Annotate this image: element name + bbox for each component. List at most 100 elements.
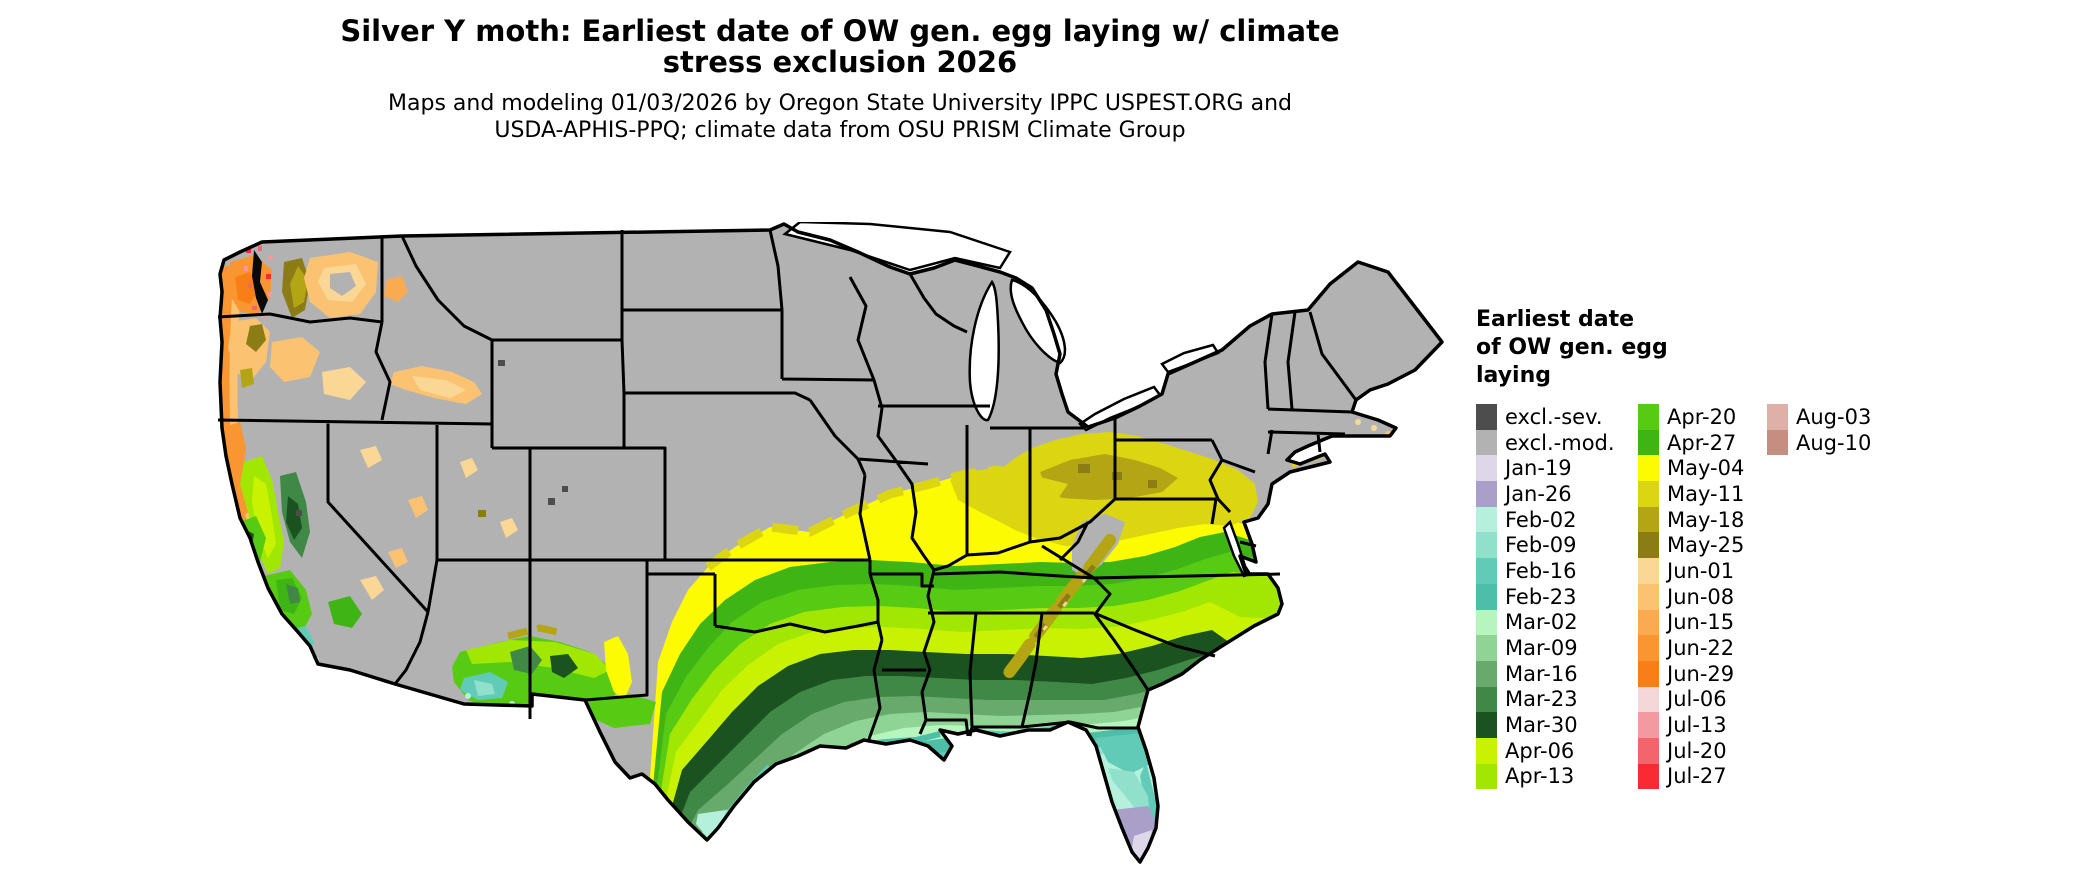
map-great-lakes	[782, 220, 1252, 578]
legend-label: May-11	[1667, 481, 1745, 506]
legend-title-line1: Earliest date	[1476, 307, 1635, 332]
legend-row: Feb-16	[1476, 558, 1615, 584]
legend-label: Mar-02	[1505, 610, 1578, 635]
map-fill-layers	[220, 224, 1442, 875]
map-region-May-18-cascades	[290, 266, 308, 308]
map-strip-exclmod-superior	[857, 277, 911, 289]
legend-label: Jul-13	[1667, 713, 1727, 738]
map-region-Apr-06-central-valley	[252, 476, 276, 558]
map-speck-Jun-01-ut2	[500, 518, 518, 538]
map-region-excluded-basin-core	[330, 272, 356, 296]
legend-swatch	[1476, 481, 1497, 507]
us-outline	[218, 222, 1444, 864]
map-region-May-18-appalachia-north	[1040, 454, 1178, 500]
legend-swatch	[1476, 558, 1497, 584]
legend-label: Jul-06	[1667, 687, 1727, 712]
legend-swatch	[1638, 583, 1659, 610]
legend-label: Apr-20	[1667, 404, 1737, 429]
legend-label: Jun-15	[1667, 610, 1735, 635]
legend-row: Jul-06	[1638, 686, 1744, 713]
legend-label: Mar-09	[1505, 636, 1578, 661]
map-region-Jan-19-sfl-tip	[1132, 830, 1152, 862]
legend-swatch	[1638, 763, 1659, 790]
map-region-Jun-08-central-or	[270, 337, 320, 382]
legend-row: Apr-20	[1638, 404, 1744, 430]
map-speck-May-25	[1078, 464, 1090, 473]
legend-swatch	[1638, 532, 1659, 559]
legend-swatch	[1638, 609, 1659, 636]
map-region-Jun-01-mojave	[360, 576, 384, 600]
legend-label: Feb-23	[1505, 584, 1577, 609]
legend-swatch	[1476, 455, 1497, 482]
legend-label: Jun-01	[1667, 558, 1735, 583]
legend-row: Mar-02	[1476, 609, 1615, 636]
map-speck-Jun-08-nv3	[388, 548, 408, 568]
legend-label: Jun-08	[1667, 584, 1735, 609]
legend-column-3: Aug-03 Aug-10	[1767, 404, 1871, 456]
legend-swatch	[1476, 506, 1497, 533]
legend-label: Feb-16	[1505, 558, 1577, 583]
legend-row: May-18	[1638, 506, 1745, 533]
legend-label: Feb-02	[1505, 507, 1577, 532]
lake-michigan	[968, 279, 1000, 422]
map-region-Mar-23-az-mtn	[510, 646, 542, 674]
legend-row: Jun-15	[1638, 609, 1744, 636]
legend-row: Feb-09	[1476, 532, 1615, 559]
legend-row: Aug-10	[1767, 429, 1871, 456]
legend-swatch	[1638, 686, 1659, 713]
legend-row: Jun-01	[1638, 558, 1744, 584]
legend-row: Apr-06	[1476, 737, 1615, 764]
lake-superior	[782, 220, 1012, 272]
map-dot-Jun-01-ne1	[1355, 419, 1361, 425]
legend-entries: excl.-sev. excl.-mod. Jan-19 Jan-26 Feb-02 Fe…	[1476, 404, 2076, 804]
legend-row: Apr-13	[1476, 763, 1615, 790]
legend-label: May-18	[1667, 507, 1745, 532]
map-dot-keys1	[1126, 870, 1131, 875]
legend-column-2: Apr-20 Apr-27 May-04 May-11 May-18 May-25 Jun-…	[1638, 404, 1745, 790]
map-dot-keys3	[1146, 870, 1151, 875]
legend-row: Mar-23	[1476, 686, 1615, 713]
legend-swatch	[1476, 712, 1497, 738]
map-region-Mar-30-az-mtn	[550, 654, 578, 678]
legend-row: Mar-16	[1476, 660, 1615, 687]
map-speck-exclsev-co2	[562, 486, 568, 492]
legend-row: Aug-03	[1767, 404, 1871, 430]
legend-swatch	[1476, 686, 1497, 713]
legend-swatch	[1476, 404, 1497, 430]
map-speck-Jun-08-nv2	[408, 496, 428, 518]
legend-swatch	[1767, 429, 1788, 456]
legend-swatch	[1476, 609, 1497, 636]
legend-row: May-25	[1638, 532, 1745, 559]
legend-label: May-04	[1667, 456, 1745, 481]
legend-swatch	[1476, 737, 1497, 764]
map-region-Jun-22-norcal-coast	[220, 422, 248, 522]
legend-label: Apr-13	[1505, 764, 1575, 789]
legend-swatch	[1638, 455, 1659, 482]
conus-map-svg	[217, 220, 1444, 875]
map-region-Mar-30-sierra	[286, 496, 302, 540]
map-region-Apr-27-mojave-edge	[328, 596, 362, 628]
legend-swatch	[1476, 660, 1497, 687]
legend-label: Apr-27	[1667, 430, 1737, 455]
map-speck-Jun-01-nv1	[360, 446, 382, 468]
legend-label: Mar-30	[1505, 713, 1578, 738]
legend-swatch	[1638, 712, 1659, 738]
legend-row: Jun-22	[1638, 635, 1744, 661]
legend-swatch	[1638, 660, 1659, 687]
legend-swatch	[1638, 737, 1659, 764]
legend-label: Apr-06	[1505, 738, 1575, 763]
legend-row: Jun-08	[1638, 583, 1744, 610]
chart-subtitle: Maps and modeling 01/03/2026 by Oregon S…	[190, 90, 1490, 144]
legend-swatch	[1638, 481, 1659, 507]
us-choropleth-map	[210, 220, 1466, 882]
legend-label: Jul-20	[1667, 738, 1727, 763]
legend-swatch	[1476, 763, 1497, 790]
legend-swatch	[1638, 506, 1659, 533]
map-speck-May-25	[1112, 472, 1122, 480]
legend-row: Jul-13	[1638, 712, 1744, 738]
map-region-Jun-29-wa	[235, 272, 258, 304]
legend-label: May-25	[1667, 533, 1745, 558]
legend-swatch	[1476, 635, 1497, 661]
map-water-puget-sound	[252, 250, 268, 314]
legend-label: Feb-09	[1505, 533, 1577, 558]
